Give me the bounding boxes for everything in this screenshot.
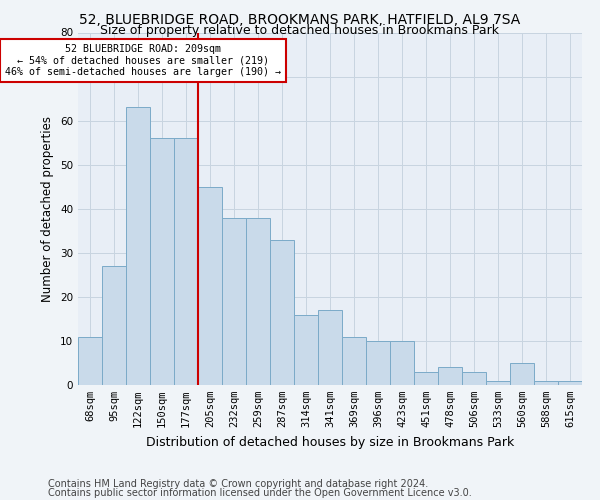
Bar	[510, 363, 534, 385]
Bar	[390, 341, 414, 385]
Bar	[270, 240, 294, 385]
Bar	[366, 341, 390, 385]
Bar	[438, 368, 462, 385]
Bar	[558, 380, 582, 385]
Bar	[294, 314, 318, 385]
Bar	[462, 372, 486, 385]
Bar	[78, 336, 102, 385]
Bar	[534, 380, 558, 385]
Bar	[246, 218, 270, 385]
Text: Size of property relative to detached houses in Brookmans Park: Size of property relative to detached ho…	[101, 24, 499, 37]
Text: 52 BLUEBRIDGE ROAD: 209sqm
← 54% of detached houses are smaller (219)
46% of sem: 52 BLUEBRIDGE ROAD: 209sqm ← 54% of deta…	[5, 44, 281, 76]
Bar	[222, 218, 246, 385]
Bar	[174, 138, 198, 385]
Bar	[198, 186, 222, 385]
Text: Contains HM Land Registry data © Crown copyright and database right 2024.: Contains HM Land Registry data © Crown c…	[48, 479, 428, 489]
Text: Contains public sector information licensed under the Open Government Licence v3: Contains public sector information licen…	[48, 488, 472, 498]
Bar	[150, 138, 174, 385]
Text: 52, BLUEBRIDGE ROAD, BROOKMANS PARK, HATFIELD, AL9 7SA: 52, BLUEBRIDGE ROAD, BROOKMANS PARK, HAT…	[79, 12, 521, 26]
Bar	[318, 310, 342, 385]
Bar	[126, 108, 150, 385]
Bar	[414, 372, 438, 385]
Y-axis label: Number of detached properties: Number of detached properties	[41, 116, 55, 302]
Bar	[342, 336, 366, 385]
Bar	[486, 380, 510, 385]
X-axis label: Distribution of detached houses by size in Brookmans Park: Distribution of detached houses by size …	[146, 436, 514, 448]
Bar	[102, 266, 126, 385]
